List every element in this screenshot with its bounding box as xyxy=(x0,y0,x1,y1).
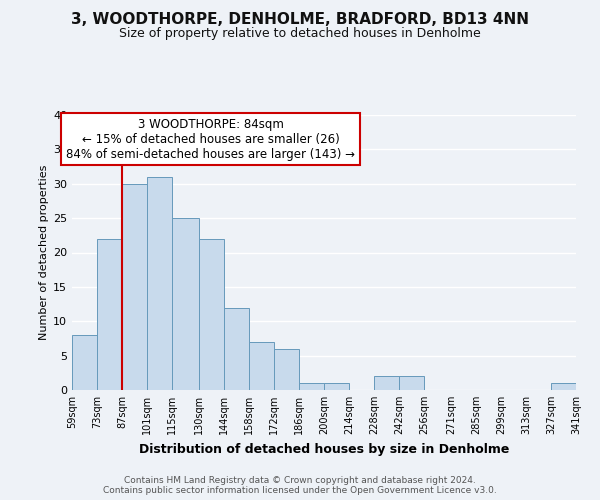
Bar xyxy=(172,218,199,390)
Bar xyxy=(249,342,274,390)
Bar xyxy=(324,383,349,390)
Bar xyxy=(199,239,224,390)
Bar xyxy=(224,308,249,390)
Text: Size of property relative to detached houses in Denholme: Size of property relative to detached ho… xyxy=(119,28,481,40)
Bar xyxy=(72,335,97,390)
Text: 3, WOODTHORPE, DENHOLME, BRADFORD, BD13 4NN: 3, WOODTHORPE, DENHOLME, BRADFORD, BD13 … xyxy=(71,12,529,28)
Bar xyxy=(274,349,299,390)
Bar xyxy=(97,239,122,390)
Bar xyxy=(299,383,324,390)
Bar xyxy=(551,383,576,390)
Bar xyxy=(374,376,399,390)
X-axis label: Distribution of detached houses by size in Denholme: Distribution of detached houses by size … xyxy=(139,442,509,456)
Bar xyxy=(147,177,172,390)
Bar xyxy=(399,376,424,390)
Text: 3 WOODTHORPE: 84sqm
← 15% of detached houses are smaller (26)
84% of semi-detach: 3 WOODTHORPE: 84sqm ← 15% of detached ho… xyxy=(66,118,355,161)
Bar xyxy=(122,184,147,390)
Y-axis label: Number of detached properties: Number of detached properties xyxy=(39,165,49,340)
Text: Contains HM Land Registry data © Crown copyright and database right 2024.
Contai: Contains HM Land Registry data © Crown c… xyxy=(103,476,497,495)
